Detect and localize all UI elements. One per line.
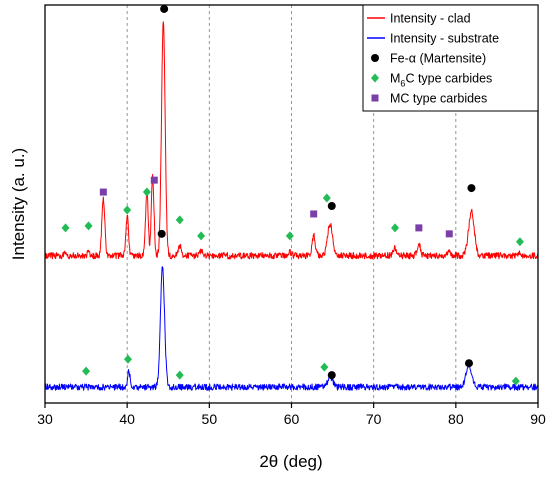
- peak-markers: [61, 4, 524, 386]
- m6c-carbide-marker: [82, 366, 91, 376]
- fe-alpha-marker: [160, 4, 169, 13]
- x-tick-label-40: 40: [119, 411, 135, 427]
- m6c-carbide-marker: [175, 370, 184, 380]
- series-lines: [44, 21, 539, 391]
- fe-alpha-marker: [467, 184, 476, 193]
- legend-circle-swatch: [371, 54, 379, 62]
- fe-alpha-marker: [157, 229, 166, 238]
- legend-label-4: MC type carbides: [390, 92, 487, 106]
- legend-square-swatch: [371, 94, 379, 102]
- m6c-carbide-marker: [322, 193, 331, 203]
- m6c-carbide-marker: [123, 205, 132, 215]
- legend-diamond-swatch: [371, 73, 379, 83]
- mc-carbide-marker: [415, 224, 423, 232]
- x-axis-title: 2θ (deg): [259, 452, 322, 471]
- legend-box: [362, 4, 539, 112]
- y-axis-title: Intensity (a. u.): [9, 148, 28, 260]
- m6c-carbide-marker: [515, 237, 524, 247]
- x-tick-label-80: 80: [448, 411, 464, 427]
- m6c-carbide-marker: [123, 354, 132, 364]
- legend-label-1: Intensity - substrate: [390, 32, 499, 46]
- x-tick-label-50: 50: [202, 411, 218, 427]
- mc-carbide-marker: [445, 230, 453, 238]
- fe-alpha-marker: [327, 201, 336, 210]
- m6c-carbide-marker: [197, 231, 206, 241]
- m6c-carbide-marker: [84, 221, 93, 231]
- m6c-carbide-marker: [391, 223, 400, 233]
- legend-label-3: M6C type carbides: [390, 72, 492, 89]
- mc-carbide-marker: [99, 188, 107, 196]
- series-line-substrate: [44, 266, 539, 391]
- m6c-carbide-marker: [142, 187, 151, 197]
- x-axis-ticks: 30 40 50 60 70 80 90: [37, 403, 546, 427]
- mc-carbide-marker: [310, 210, 318, 218]
- fe-alpha-marker: [327, 371, 336, 380]
- x-tick-label-30: 30: [37, 411, 53, 427]
- m6c-carbide-marker: [61, 223, 70, 233]
- mc-carbide-marker: [150, 176, 158, 184]
- legend-label-0: Intensity - clad: [390, 12, 471, 26]
- m6c-carbide-marker: [175, 215, 184, 225]
- series-line-clad: [44, 21, 539, 260]
- x-tick-label-90: 90: [530, 411, 546, 427]
- fe-alpha-marker: [464, 359, 473, 368]
- legend: Intensity - clad Intensity - substrate Fe-…: [362, 4, 539, 112]
- x-tick-label-60: 60: [284, 411, 300, 427]
- m6c-carbide-marker: [320, 362, 329, 372]
- x-tick-label-70: 70: [366, 411, 382, 427]
- m6c-carbide-marker: [511, 376, 520, 386]
- legend-label-2: Fe-α (Martensite): [390, 52, 486, 66]
- m6c-carbide-marker: [285, 231, 294, 241]
